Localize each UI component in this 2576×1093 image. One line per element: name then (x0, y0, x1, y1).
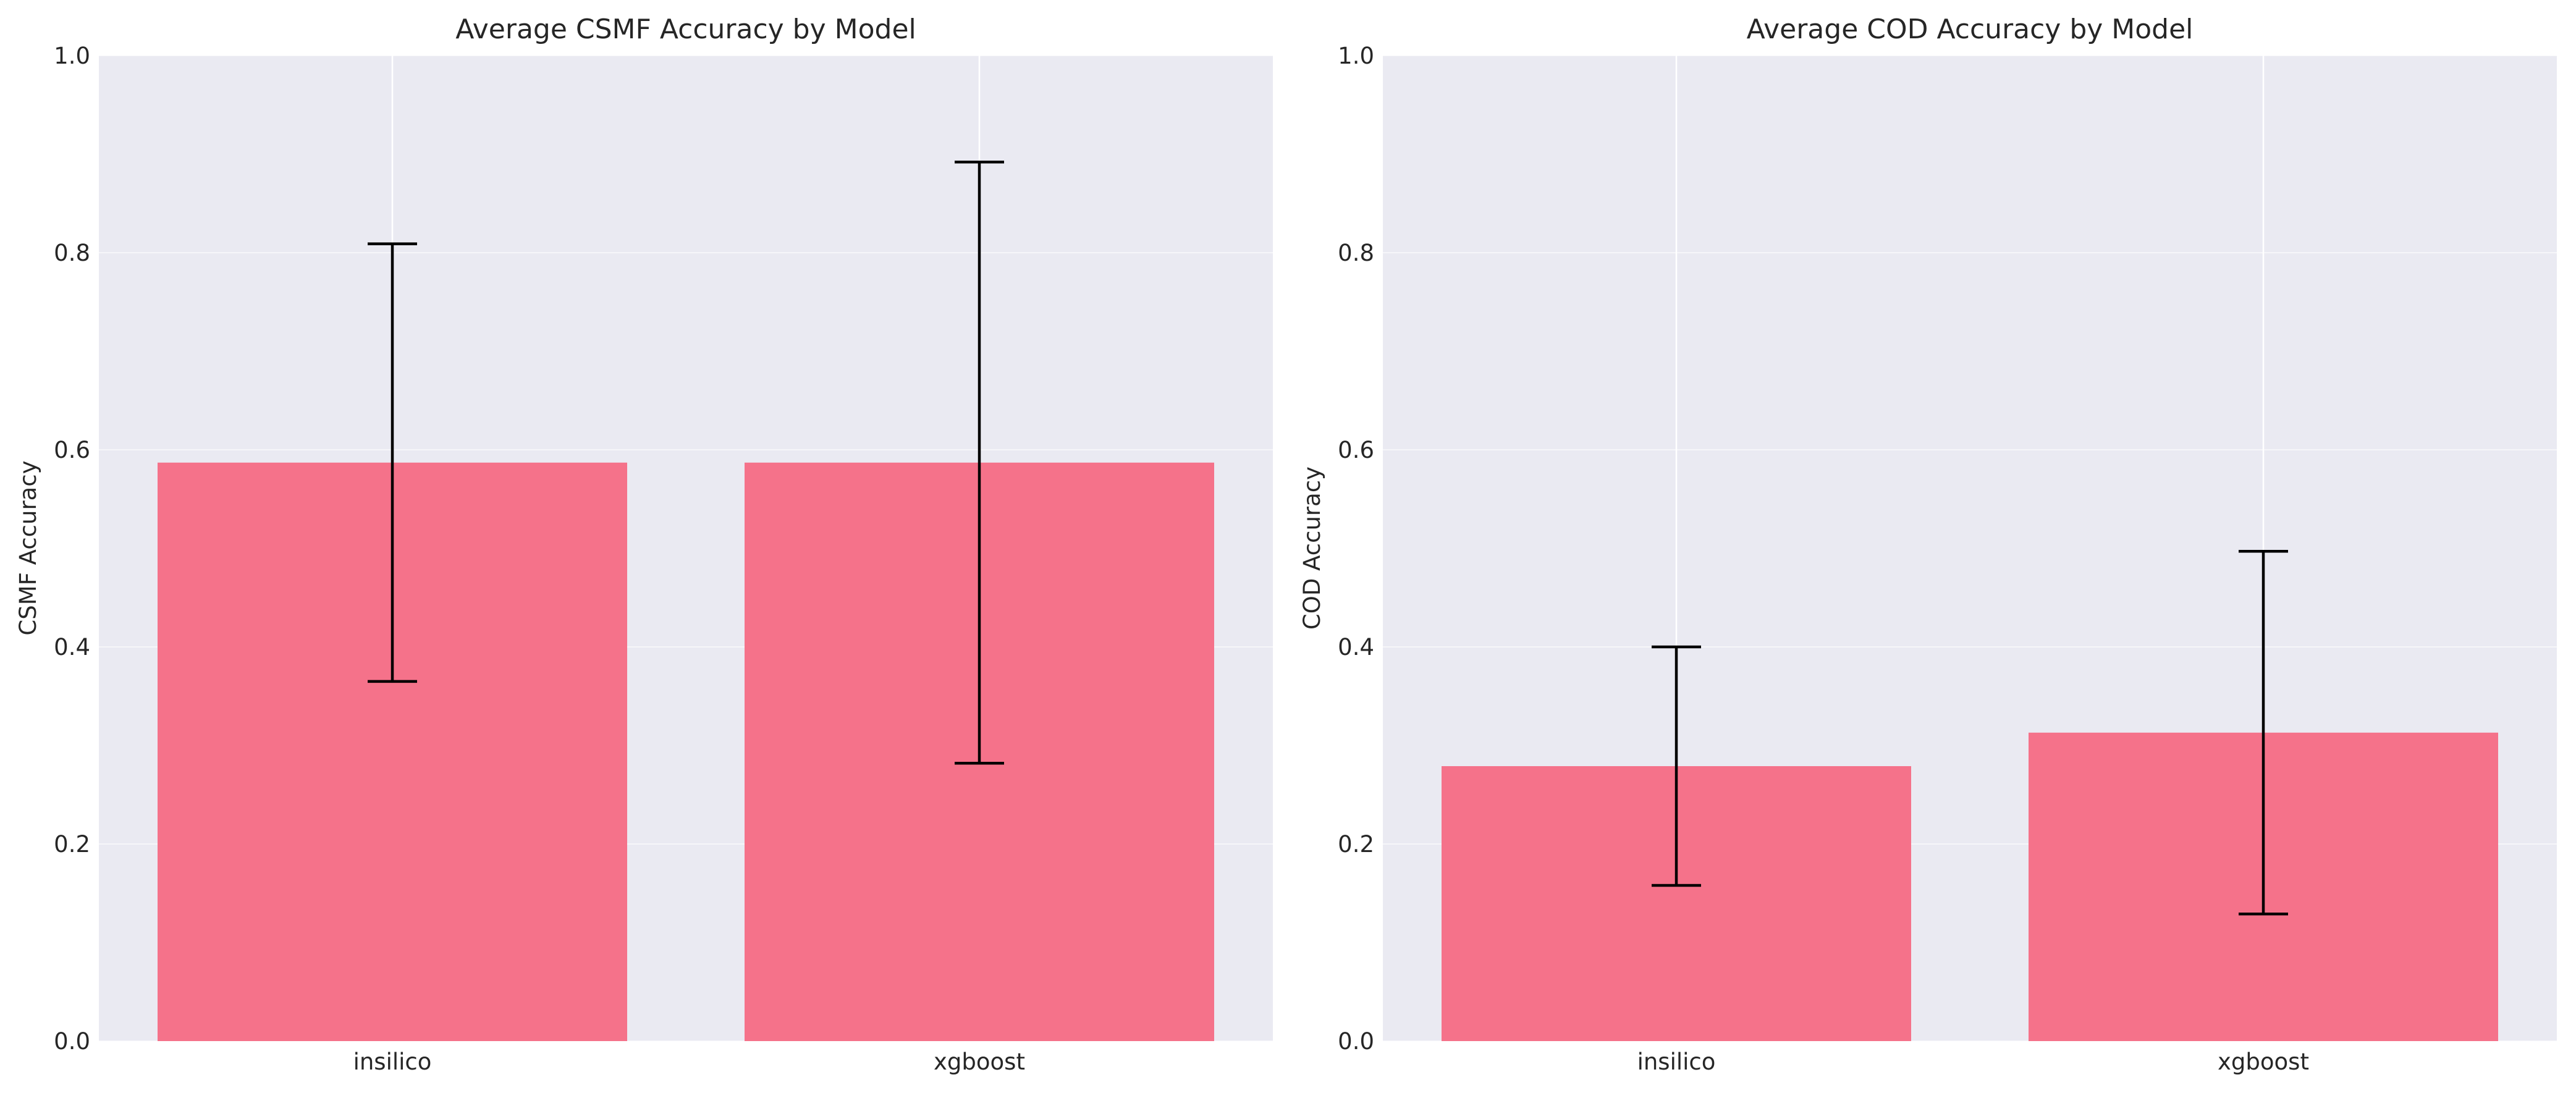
y-tick-label: 0.2 (1338, 831, 1374, 858)
y-axis-label-cod: COD Accuracy (1299, 466, 1325, 630)
chart-cod-accuracy: 0.0 0.2 0.4 0.6 0.8 1.0 insilico xgboost Avera… (1299, 14, 2557, 1075)
chart-title-cod: Average COD Accuracy by Model (1747, 14, 2194, 45)
y-tick-label: 1.0 (1338, 43, 1374, 69)
x-tick-label: insilico (353, 1049, 432, 1075)
y-tick-label: 0.0 (54, 1028, 90, 1055)
error-bars-cod (1652, 550, 2288, 916)
x-ticks-cod: insilico xgboost (1637, 1049, 2309, 1075)
y-tick-label: 0.0 (1338, 1028, 1374, 1055)
y-axis-label-csmf: CSMF Accuracy (15, 460, 41, 635)
bars-csmf (158, 462, 1214, 1041)
x-tick-label: xgboost (934, 1049, 1025, 1075)
y-ticks-cod: 0.0 0.2 0.4 0.6 0.8 1.0 (1338, 43, 1374, 1055)
error-bars-csmf (368, 161, 1004, 765)
y-tick-label: 0.8 (1338, 240, 1374, 266)
y-tick-label: 0.6 (54, 437, 90, 463)
x-tick-label: xgboost (2218, 1049, 2309, 1075)
error-bar-insilico (368, 242, 417, 683)
y-tick-label: 0.6 (1338, 437, 1374, 463)
error-bar-xgboost (2239, 550, 2288, 916)
error-bar-xgboost (955, 161, 1004, 765)
y-tick-label: 0.8 (54, 240, 90, 266)
chart-title-csmf: Average CSMF Accuracy by Model (455, 14, 916, 45)
y-tick-label: 0.4 (54, 634, 90, 660)
y-tick-label: 0.2 (54, 831, 90, 858)
chart-csmf-accuracy: 0.0 0.2 0.4 0.6 0.8 1.0 insilico xgboost Avera… (15, 14, 1273, 1075)
y-tick-label: 1.0 (54, 43, 90, 69)
y-tick-label: 0.4 (1338, 634, 1374, 660)
error-bar-insilico (1652, 645, 1701, 887)
y-ticks-csmf: 0.0 0.2 0.4 0.6 0.8 1.0 (54, 43, 90, 1055)
x-tick-label: insilico (1637, 1049, 1716, 1075)
x-ticks-csmf: insilico xgboost (353, 1049, 1025, 1075)
